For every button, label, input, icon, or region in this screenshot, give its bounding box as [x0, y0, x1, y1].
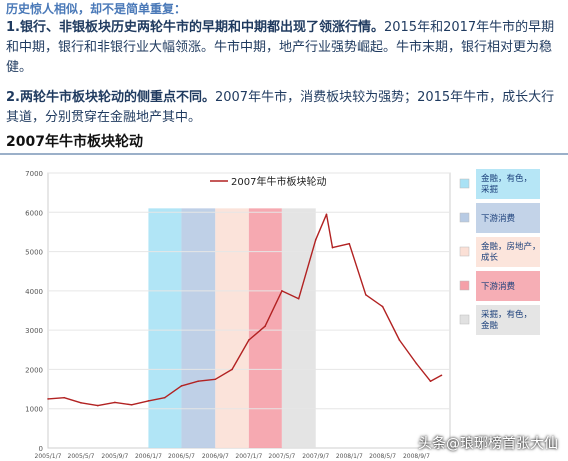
x-tick-label: 2008/5/7 [369, 453, 396, 460]
band-legend-label: 金融 [481, 320, 499, 331]
data-point [348, 242, 351, 245]
band-3 [215, 208, 249, 448]
paragraph-1-bold: 1.银行、非银板块历史两轮牛市的早期和中期都出现了领涨行情。 [6, 20, 384, 35]
y-tick-label: 7000 [25, 170, 43, 178]
heading: 历史惊人相似，却不是简单重复： [6, 2, 187, 16]
data-point [429, 380, 432, 383]
data-point [297, 297, 300, 300]
y-tick-label: 6000 [25, 209, 43, 217]
x-tick-label: 2008/9/7 [403, 453, 430, 460]
data-point [114, 401, 116, 404]
data-point [197, 380, 200, 383]
data-point [231, 368, 233, 371]
paragraph-1: 1.银行、非银板块历史两轮牛市的早期和中期都出现了领涨行情。2015年和2017… [6, 18, 562, 78]
band-5 [281, 208, 316, 448]
y-tick-label: 1000 [25, 406, 43, 414]
data-point [365, 293, 367, 296]
chart-title: 2007年牛市板块轮动 [6, 134, 143, 150]
band-legend-label: 下游消费 [481, 213, 516, 224]
x-tick-label: 2006/5/7 [168, 453, 195, 460]
data-point [47, 398, 49, 400]
band-legend-box [476, 305, 540, 335]
watermark: 头条@琅琊榜首张大仙 [418, 436, 558, 452]
data-point [381, 305, 384, 308]
y-tick-label: 0 [39, 445, 43, 453]
data-point [214, 378, 217, 381]
y-tick-label: 5000 [25, 249, 43, 257]
x-tick-label: 2005/5/7 [68, 453, 95, 460]
band-legend-label: 采掘 [481, 184, 498, 195]
data-point [398, 339, 401, 341]
header-text: 历史惊人相似，却不是简单重复： 1.银行、非银板块历史两轮牛市的早期和中期都出现… [6, 0, 562, 128]
y-tick-label: 4000 [25, 288, 43, 296]
band-2 [181, 208, 216, 448]
x-tick-label: 2007/1/7 [235, 453, 262, 460]
band-legend-label: 采掘，有色， [481, 309, 532, 320]
title-divider [0, 153, 568, 155]
y-tick-label: 3000 [25, 327, 43, 335]
data-point [147, 400, 150, 402]
band-legend-label: 金融，房地产， [481, 241, 541, 252]
data-point [264, 325, 266, 328]
data-point [325, 213, 328, 216]
band-legend-box [476, 271, 540, 301]
band-legend-swatch [459, 246, 470, 257]
band-legend-swatch [459, 314, 470, 325]
band-legend-swatch [459, 212, 470, 223]
x-tick-label: 2008/1/7 [336, 453, 363, 460]
band-legend-box [476, 169, 540, 199]
data-point [97, 404, 99, 407]
x-tick-label: 2005/1/7 [35, 453, 62, 460]
band-4 [248, 208, 282, 448]
x-tick-label: 2007/5/7 [268, 453, 295, 460]
band-1 [148, 208, 182, 448]
band-legend-label: 金融，有色， [481, 173, 532, 184]
data-point [331, 246, 334, 249]
data-point [248, 339, 250, 341]
paragraph-1-text: 2015年和2017年牛市的早期和中期，银行和非银行业大幅领涨。牛市中期，地产行… [6, 20, 555, 75]
paragraph-2: 2.两轮牛市板块轮动的侧重点不同。2007年牛市，消费板块较为强势；2015年牛… [6, 88, 562, 128]
data-point [130, 403, 133, 406]
x-tick-label: 2005/9/7 [101, 453, 128, 460]
data-point [63, 396, 66, 399]
band-legend-label: 成长 [481, 252, 499, 263]
x-tick-label: 2006/1/7 [135, 453, 162, 460]
legend-label: 2007年牛市板块轮动 [231, 175, 326, 188]
data-point [163, 396, 166, 399]
band-legend-swatch [459, 280, 470, 291]
band-legend-box [476, 237, 540, 267]
data-point [440, 374, 443, 377]
series-line [47, 213, 442, 407]
y-tick-label: 2000 [25, 366, 43, 374]
paragraph-2-bold: 2.两轮牛市板块轮动的侧重点不同。 [6, 90, 215, 105]
x-tick-label: 2007/9/7 [302, 453, 329, 460]
band-legend-label: 下游消费 [481, 281, 516, 292]
data-point [415, 362, 418, 365]
band-legend-box [476, 203, 540, 233]
data-point [281, 290, 283, 292]
data-point [80, 402, 82, 404]
data-point [314, 238, 317, 241]
paragraph-2-text: 2007年牛市，消费板块较为强势；2015年牛市，成长大行其道，分别贯穿在金融地… [6, 90, 555, 125]
band-legend-swatch [459, 178, 470, 189]
data-point [180, 385, 183, 387]
x-tick-label: 2006/9/7 [202, 453, 229, 460]
